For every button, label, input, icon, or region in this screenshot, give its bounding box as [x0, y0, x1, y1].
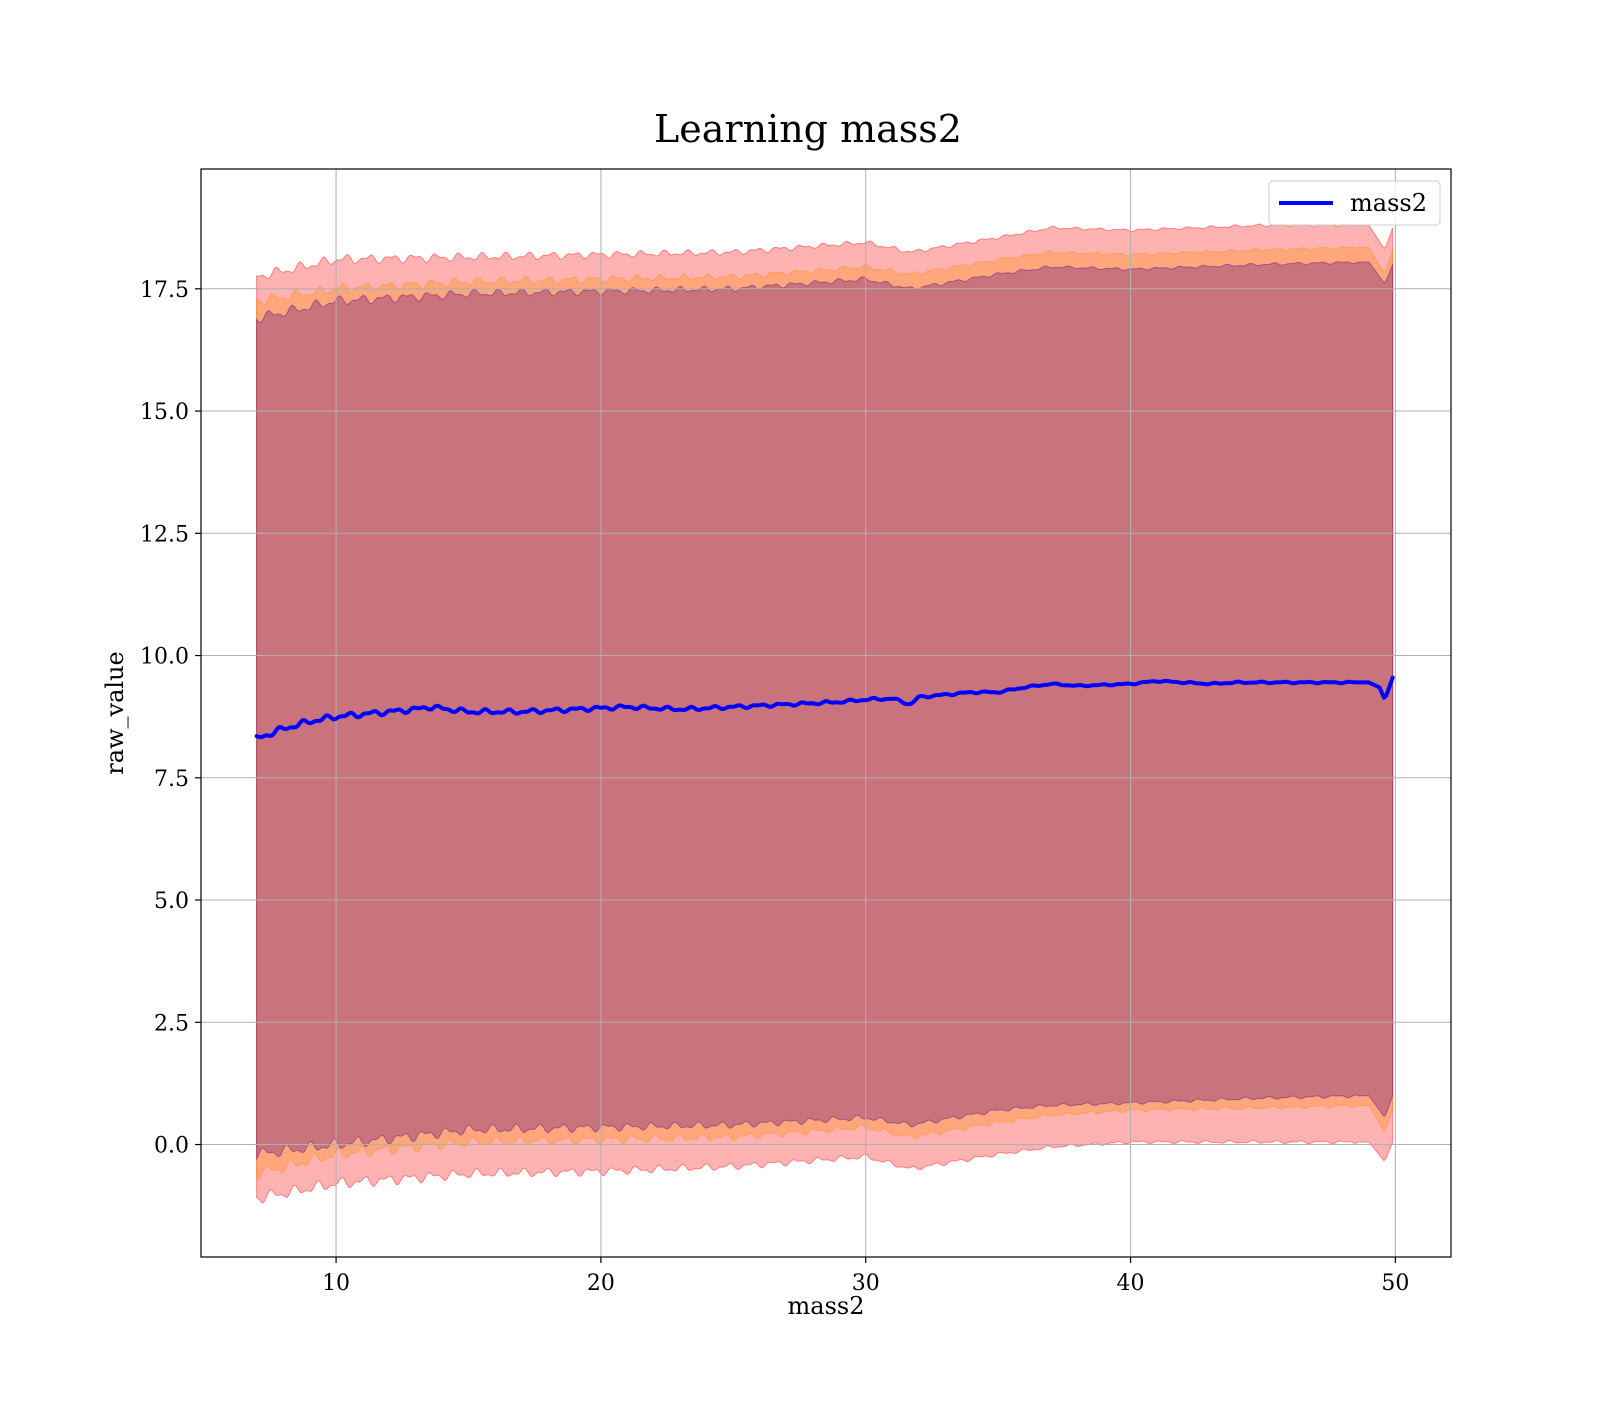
legend-box — [1268, 180, 1441, 226]
x-tick-label: 40 — [1117, 1271, 1145, 1296]
chart-title: Learning mass2 — [654, 107, 962, 151]
x-tick-label: 50 — [1381, 1271, 1409, 1296]
bands-layer — [256, 223, 1394, 1204]
y-axis-ticks: 0.0 2.5 5.0 7.5 10.0 12.5 15.0 17.5 — [140, 278, 201, 1159]
y-tick-label: 17.5 — [140, 278, 189, 303]
confidence-band-inner — [256, 261, 1394, 1160]
y-axis-label: raw_value — [101, 651, 129, 775]
x-axis-ticks: 10 20 30 40 50 — [322, 1257, 1409, 1296]
y-tick-label: 12.5 — [140, 522, 189, 547]
grid-layer — [201, 169, 1451, 1257]
plot-frame — [200, 168, 1452, 1258]
y-tick-label: 7.5 — [154, 767, 189, 792]
y-tick-label: 15.0 — [140, 400, 189, 425]
line-layer — [254, 675, 1395, 740]
y-tick-label: 2.5 — [154, 1011, 189, 1036]
y-tick-label: 10.0 — [140, 645, 189, 670]
confidence-band-outer — [256, 223, 1394, 1204]
confidence-band-middle — [256, 246, 1394, 1181]
legend-entry-mass2: mass2 — [1350, 189, 1427, 217]
x-tick-label: 10 — [322, 1271, 350, 1296]
y-tick-label: 5.0 — [154, 889, 189, 914]
y-tick-label: 0.0 — [154, 1134, 189, 1159]
x-tick-label: 30 — [852, 1271, 880, 1296]
series-line-mass2 — [254, 675, 1395, 740]
x-tick-label: 20 — [587, 1271, 615, 1296]
legend: mass2 — [1268, 180, 1441, 226]
x-axis-label: mass2 — [788, 1292, 865, 1320]
